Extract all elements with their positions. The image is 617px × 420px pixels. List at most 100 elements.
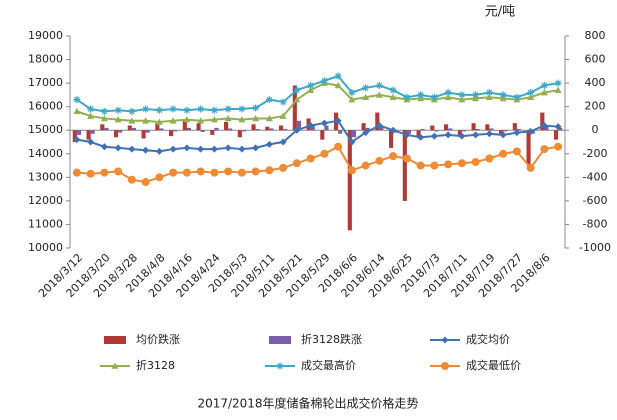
point [444,160,453,169]
point [279,112,287,119]
point [403,131,411,139]
legend-label: 成交最高价 [301,358,356,372]
point [87,138,95,146]
y2-tick-label: 600 [585,53,606,66]
bar [554,130,559,140]
point [389,152,398,161]
bar [499,130,504,134]
y2-tick-label: -1000 [579,241,611,254]
bar [237,130,242,138]
bar [475,129,480,131]
point [554,123,562,131]
y2-tick-label: -600 [583,194,608,207]
point [197,145,205,153]
bar [182,120,187,131]
point [526,163,535,172]
point [444,131,452,139]
point [73,96,81,104]
bar [526,130,531,166]
bar [351,130,356,138]
y-tick-label: 15000 [28,123,63,136]
point [196,167,205,176]
bar [283,129,288,131]
bar [461,130,466,132]
bar [224,121,229,131]
point [114,144,122,152]
point [554,86,562,93]
bar [86,130,91,140]
point [100,168,109,177]
bar [540,112,545,131]
point [306,154,315,163]
bar [406,130,411,134]
bar [434,130,439,132]
point [320,77,328,85]
point [142,146,150,154]
point [348,138,356,146]
point [458,132,466,140]
legend-label: 折3128跌涨 [301,332,362,346]
point [430,161,439,170]
point [238,116,246,123]
point [252,114,260,122]
bar [118,130,123,133]
point [458,91,466,99]
point [485,154,494,163]
point [210,106,218,114]
bar [279,125,284,131]
bar [338,130,343,134]
point [265,140,273,148]
legend-label: 均价跌涨 [136,332,180,346]
bar [365,127,370,131]
bar [155,123,160,131]
point [72,168,81,177]
point [265,114,273,122]
point [458,96,466,103]
point [128,107,136,115]
bar [375,112,380,131]
bar [444,124,449,131]
point [334,72,342,80]
legend-marker [441,362,449,370]
point [197,117,205,124]
bar [420,129,425,131]
point [293,126,301,134]
point [114,116,122,123]
y-tick-label: 18000 [28,53,63,66]
point [375,91,383,98]
point [265,166,274,175]
bar [159,128,164,131]
point [362,129,370,137]
point [100,107,108,115]
point [334,117,342,125]
point [197,105,205,113]
point [279,163,288,172]
point [279,138,287,146]
bar [389,130,394,148]
point [334,81,342,89]
legend-swatch [104,336,126,344]
point [540,122,548,130]
point [155,147,163,155]
bar [379,126,384,131]
point [389,93,397,101]
point [416,161,425,170]
point [237,168,246,177]
bar [544,125,549,131]
y2-tick-label: -200 [583,147,608,160]
point [471,158,480,167]
point [554,142,563,151]
y2-unit: 元/吨 [485,5,515,20]
y-tick-label: 16000 [28,100,63,113]
point [307,122,315,130]
y-tick-label: 14000 [28,147,63,160]
point [141,178,150,187]
point [540,81,548,89]
bar [251,124,256,131]
bar [173,130,178,132]
bar [255,129,260,131]
y2-tick-label: 800 [585,29,606,42]
point [210,116,218,123]
bar [90,130,95,134]
bar [485,124,490,131]
